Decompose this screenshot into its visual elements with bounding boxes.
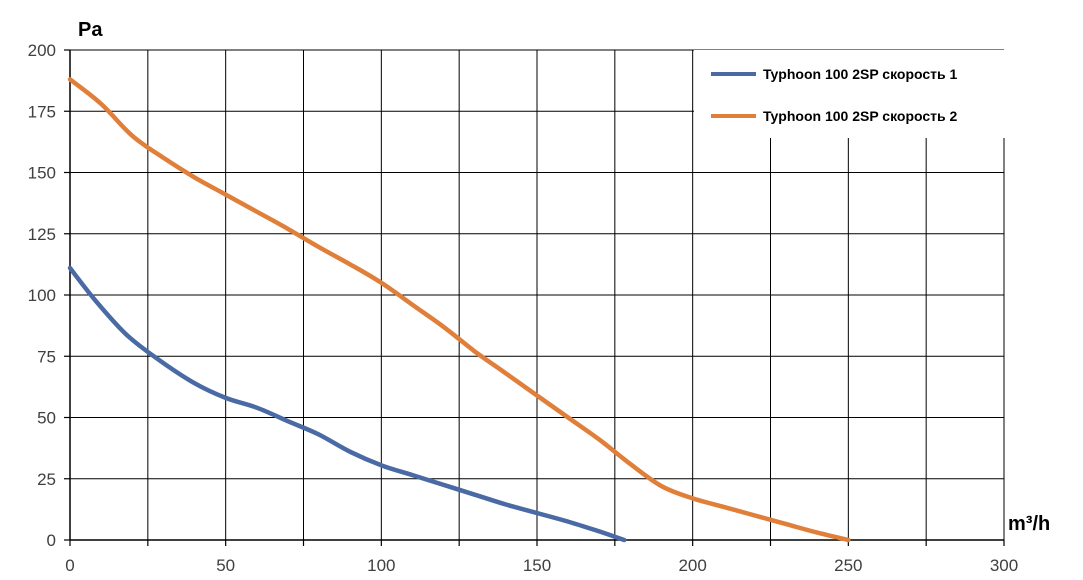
y-tick-label: 175 — [28, 102, 56, 121]
x-tick-label: 150 — [523, 556, 551, 575]
y-tick-label: 0 — [47, 531, 56, 550]
x-tick-label: 200 — [678, 556, 706, 575]
y-tick-label: 75 — [37, 347, 56, 366]
series-lines — [67, 77, 851, 543]
y-tick-label: 50 — [37, 409, 56, 428]
legend: Typhoon 100 2SP скорость 1 Typhoon 100 2… — [694, 50, 1012, 138]
tick-labels: 0 25 50 75 100 125 150 175 200 0 50 100 150 200 250 300 — [28, 41, 1019, 575]
y-axis-label: Pa — [78, 19, 103, 41]
y-tick-label: 150 — [28, 164, 56, 183]
x-tick-label: 0 — [65, 556, 74, 575]
x-tick-label: 50 — [216, 556, 235, 575]
y-tick-label: 25 — [37, 470, 56, 489]
y-tick-label: 125 — [28, 225, 56, 244]
y-tick-label: 100 — [28, 286, 56, 305]
legend-label-speed-1: Typhoon 100 2SP скорость 1 — [763, 66, 958, 82]
y-tick-label: 200 — [28, 41, 56, 60]
grid — [70, 49, 1005, 540]
series-line-speed-1 — [67, 265, 627, 543]
x-axis-label: m³/h — [1008, 513, 1050, 535]
x-tick-label: 100 — [367, 556, 395, 575]
x-tick-label: 250 — [834, 556, 862, 575]
legend-label-speed-2: Typhoon 100 2SP скорость 2 — [763, 108, 958, 124]
series-line-speed-2 — [67, 77, 851, 543]
x-tick-label: 300 — [990, 556, 1018, 575]
legend-background — [694, 50, 1012, 138]
